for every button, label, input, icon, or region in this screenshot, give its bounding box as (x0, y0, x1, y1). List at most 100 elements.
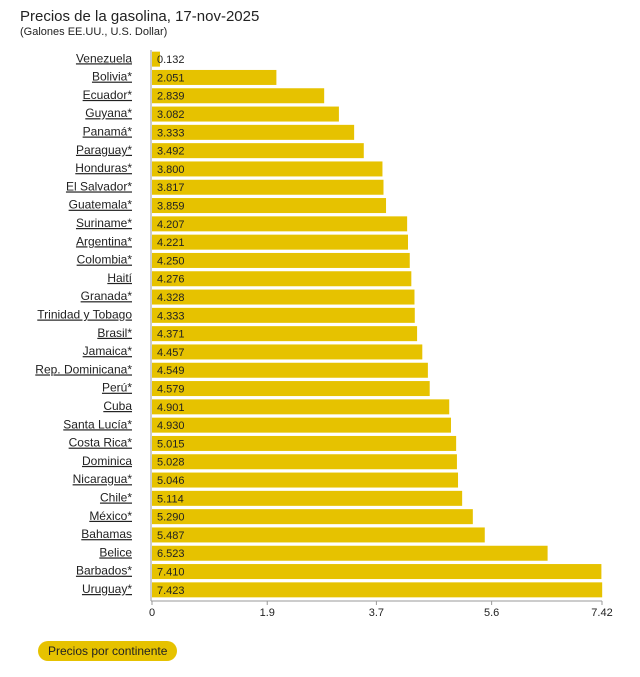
bar (152, 69, 277, 85)
category-label[interactable]: México* (89, 509, 132, 523)
value-label: 4.901 (157, 402, 185, 414)
value-label: 7.410 (157, 566, 185, 578)
category-label[interactable]: Ecuador* (83, 88, 133, 102)
bar (152, 198, 387, 214)
value-label: 3.859 (157, 200, 185, 212)
value-label: 5.028 (157, 457, 185, 469)
bar (152, 381, 430, 397)
category-label[interactable]: Paraguay* (76, 143, 132, 157)
category-label[interactable]: Suriname* (76, 216, 132, 230)
value-label: 4.207 (157, 219, 185, 231)
bar (152, 399, 450, 415)
category-label[interactable]: El Salvador* (66, 179, 132, 193)
x-tick-label: 7.42 (591, 607, 612, 619)
category-label[interactable]: Brasil* (97, 326, 132, 340)
bar (152, 472, 459, 488)
category-label[interactable]: Chile* (100, 491, 132, 505)
bar (152, 417, 451, 433)
value-label: 5.114 (157, 493, 184, 505)
value-label: 6.523 (157, 548, 185, 560)
bar (152, 143, 364, 159)
bar (152, 509, 473, 525)
category-label[interactable]: Jamaica* (83, 344, 133, 358)
category-label[interactable]: Bahamas (81, 527, 132, 541)
x-tick-label: 1.9 (260, 607, 275, 619)
continent-button[interactable]: Precios por continente (38, 641, 178, 661)
category-label[interactable]: Dominica (82, 454, 132, 468)
category-label[interactable]: Costa Rica* (69, 436, 133, 450)
bar (152, 252, 410, 268)
category-label[interactable]: Belice (99, 545, 132, 559)
value-label: 3.082 (157, 109, 185, 121)
bar (152, 527, 485, 543)
value-label: 3.492 (157, 146, 185, 158)
category-label[interactable]: Trinidad y Tobago (37, 308, 132, 322)
category-label[interactable]: Uruguay* (82, 582, 132, 596)
category-label[interactable]: Barbados* (76, 564, 132, 578)
bar (152, 289, 415, 305)
category-label[interactable]: Rep. Dominicana* (35, 362, 132, 376)
value-label: 4.328 (157, 292, 185, 304)
category-label[interactable]: Honduras* (75, 161, 132, 175)
category-label[interactable]: Panamá* (83, 125, 133, 139)
value-label: 4.276 (157, 274, 185, 286)
category-label[interactable]: Guatemala* (69, 198, 133, 212)
category-label[interactable]: Argentina* (76, 234, 132, 248)
bar (152, 326, 418, 342)
bar (152, 179, 384, 195)
bar (152, 234, 408, 250)
category-label[interactable]: Nicaragua* (73, 472, 133, 486)
bar (152, 271, 412, 287)
value-label: 5.046 (157, 475, 185, 487)
value-label: 4.333 (157, 310, 185, 322)
value-label: 4.221 (157, 237, 185, 249)
category-label[interactable]: Cuba (103, 399, 132, 413)
category-label[interactable]: Colombia* (77, 253, 133, 267)
value-label: 4.250 (157, 255, 185, 267)
chart-subtitle: (Galones EE.UU., U.S. Dollar) (20, 26, 167, 38)
bar (152, 362, 428, 378)
value-label: 0.132 (157, 54, 185, 66)
category-label[interactable]: Santa Lucía* (63, 417, 132, 431)
bar (152, 161, 383, 177)
bar (152, 307, 415, 323)
value-label: 5.290 (157, 512, 185, 524)
value-label: 4.930 (157, 420, 185, 432)
bar (152, 216, 408, 232)
value-label: 7.423 (157, 585, 185, 597)
bar (152, 124, 355, 140)
bar (152, 435, 457, 451)
bar (152, 454, 457, 470)
value-label: 4.579 (157, 383, 185, 395)
bar (152, 106, 339, 122)
bar (152, 51, 161, 67)
value-label: 2.839 (157, 91, 185, 103)
value-label: 3.800 (157, 164, 185, 176)
x-tick-label: 3.7 (369, 607, 384, 619)
value-label: 2.051 (157, 72, 185, 84)
value-label: 5.487 (157, 530, 185, 542)
chart-title: Precios de la gasolina, 17-nov-2025 (20, 8, 259, 25)
category-label[interactable]: Haití (107, 271, 132, 285)
value-label: 3.817 (157, 182, 185, 194)
bar (152, 545, 548, 561)
bar (152, 564, 602, 580)
value-label: 4.371 (157, 329, 185, 341)
category-label[interactable]: Guyana* (85, 106, 132, 120)
bar (152, 88, 325, 104)
bar (152, 490, 463, 506)
category-label[interactable]: Perú* (102, 381, 132, 395)
value-label: 4.549 (157, 365, 185, 377)
x-tick-label: 5.6 (484, 607, 499, 619)
chart: Precios de la gasolina, 17-nov-2025 (Gal… (20, 8, 613, 619)
category-label[interactable]: Granada* (81, 289, 133, 303)
bar (152, 582, 603, 598)
category-label[interactable]: Bolivia* (92, 70, 132, 84)
value-label: 5.015 (157, 438, 185, 450)
bar (152, 344, 423, 360)
x-tick-label: 0 (149, 607, 155, 619)
value-label: 3.333 (157, 127, 185, 139)
value-label: 4.457 (157, 347, 185, 359)
category-label[interactable]: Venezuela (76, 51, 132, 65)
